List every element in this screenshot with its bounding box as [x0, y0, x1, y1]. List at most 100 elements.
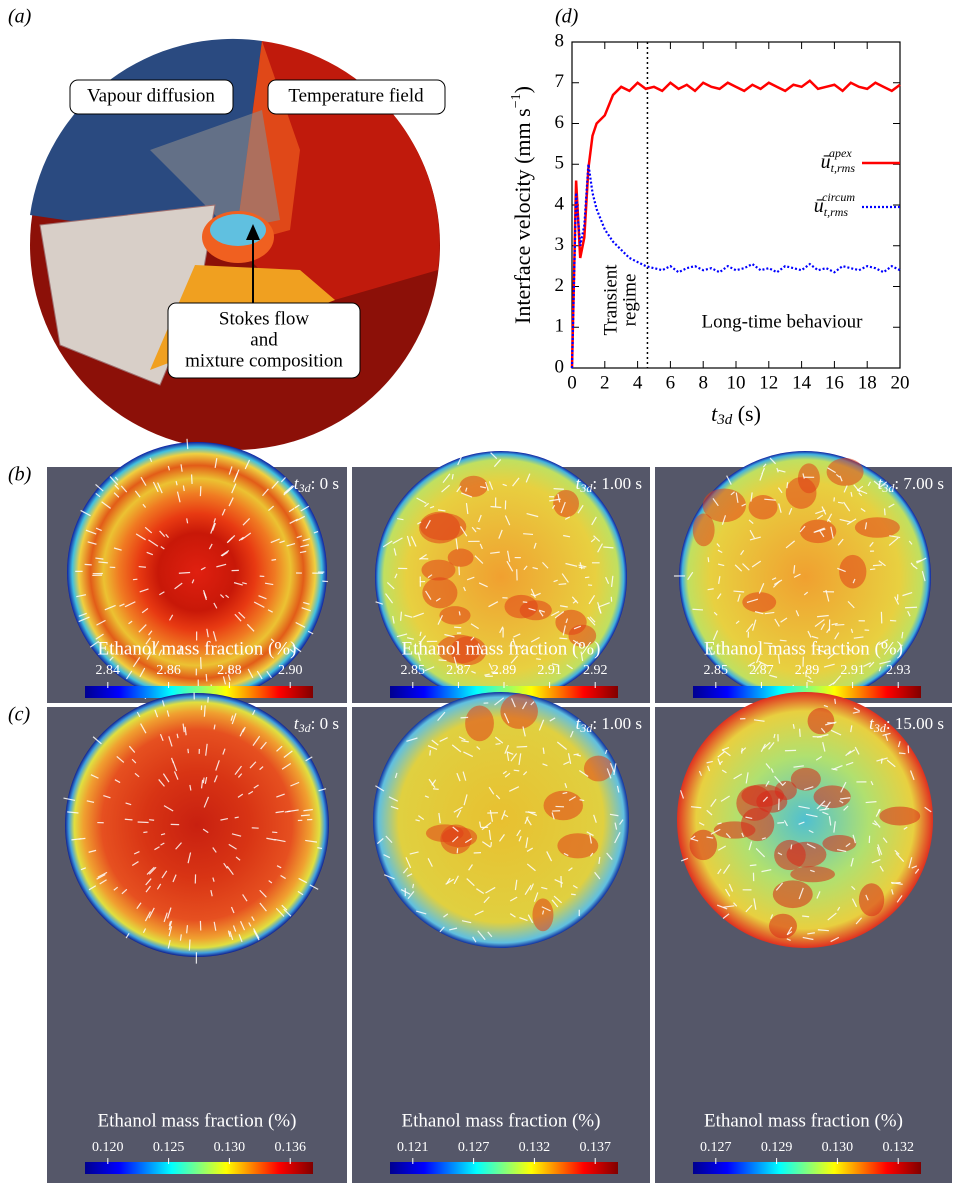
velocity-arrow	[385, 835, 393, 844]
velocity-arrow	[542, 747, 545, 754]
velocity-arrow	[170, 757, 175, 764]
velocity-arrow	[442, 473, 451, 484]
velocity-arrow	[494, 736, 504, 744]
colorbar-tick-label: 0.136	[274, 1140, 306, 1155]
velocity-arrow	[227, 537, 233, 543]
velocity-arrow	[717, 751, 725, 758]
velocity-arrow	[716, 904, 728, 910]
colorbar-tick-label: 2.87	[749, 663, 774, 678]
velocity-arrow	[188, 939, 191, 951]
time-value: : 0 s	[311, 714, 339, 733]
velocity-arrow	[457, 454, 463, 466]
velocity-arrow	[558, 583, 567, 586]
velocity-arrow	[163, 912, 168, 923]
velocity-arrow	[274, 838, 286, 843]
velocity-arrow	[793, 565, 796, 574]
velocity-arrow	[67, 811, 79, 814]
colorbar-title: Ethanol mass fraction (%)	[98, 638, 297, 659]
velocity-arrow	[481, 822, 492, 831]
velocity-arrow	[570, 893, 576, 896]
velocity-arrow	[397, 517, 404, 521]
velocity-arrow	[301, 607, 311, 612]
velocity-arrow	[894, 849, 900, 855]
x-axis-title-sub: 3d	[716, 412, 733, 428]
velocity-arrow	[200, 566, 206, 571]
velocity-arrow	[698, 822, 705, 826]
velocity-arrow	[816, 891, 821, 899]
velocity-arrow	[441, 484, 451, 493]
velocity-arrow	[186, 925, 189, 934]
colorbar-tick-label: 2.89	[795, 663, 820, 678]
colorbar-tick-label: 0.132	[882, 1140, 914, 1155]
velocity-arrow	[96, 619, 106, 626]
velocity-arrow	[762, 463, 767, 468]
x-tick-label: 6	[666, 372, 676, 393]
velocity-arrow	[146, 866, 155, 875]
concentration-patch	[742, 592, 777, 613]
velocity-arrow	[419, 631, 422, 637]
velocity-arrow	[549, 717, 556, 722]
arrow-head	[246, 224, 260, 240]
concentration-patch	[854, 517, 900, 538]
velocity-arrow	[717, 563, 725, 567]
velocity-arrow	[577, 504, 584, 514]
velocity-arrow	[280, 875, 286, 880]
velocity-arrow	[526, 863, 536, 872]
velocity-arrow	[172, 874, 177, 883]
droplet-surface	[67, 442, 327, 702]
velocity-arrow	[376, 837, 384, 845]
velocity-arrow	[749, 864, 757, 867]
velocity-arrow	[443, 913, 449, 918]
velocity-arrow	[187, 852, 192, 864]
velocity-arrow	[710, 828, 721, 835]
velocity-arrow	[485, 886, 496, 894]
velocity-arrow	[516, 745, 528, 748]
time-value: : 15.00 s	[886, 714, 944, 733]
velocity-arrow	[765, 780, 770, 787]
concentration-patch	[465, 705, 494, 742]
velocity-arrow	[490, 452, 498, 460]
velocity-arrow	[402, 867, 409, 874]
velocity-arrow	[525, 817, 532, 826]
velocity-arrow	[184, 726, 187, 736]
velocity-arrow	[225, 594, 230, 599]
colorbar-tick-label: 0.121	[397, 1140, 429, 1155]
velocity-arrow	[465, 487, 468, 492]
velocity-arrow	[803, 591, 809, 596]
velocity-arrow	[871, 858, 881, 864]
velocity-arrow	[180, 464, 183, 472]
velocity-arrow	[597, 602, 602, 614]
velocity-arrow	[508, 786, 520, 792]
velocity-arrow	[212, 847, 217, 853]
velocity-arrow	[157, 482, 163, 494]
velocity-arrow	[717, 758, 721, 766]
velocity-arrow	[827, 518, 832, 523]
velocity-arrow	[707, 765, 711, 772]
velocity-arrow	[487, 931, 493, 938]
velocity-arrow	[427, 858, 433, 867]
velocity-arrow	[533, 892, 539, 902]
velocity-arrow	[586, 831, 594, 837]
velocity-arrow	[149, 819, 155, 821]
colorbar	[85, 1162, 313, 1174]
velocity-arrow	[166, 907, 172, 919]
velocity-arrow	[174, 582, 183, 590]
velocity-arrow	[417, 521, 422, 525]
velocity-arrow	[152, 481, 159, 493]
velocity-arrow	[909, 770, 915, 781]
velocity-arrow	[300, 814, 310, 817]
velocity-arrow	[840, 781, 847, 793]
velocity-arrow	[891, 881, 901, 884]
velocity-arrow	[559, 605, 568, 608]
velocity-arrow	[499, 626, 504, 634]
velocity-arrow	[568, 867, 573, 872]
velocity-arrow	[896, 895, 903, 903]
velocity-arrow	[745, 816, 753, 820]
velocity-arrow	[680, 857, 689, 862]
velocity-arrow	[737, 594, 741, 602]
time-symbol: t	[294, 474, 300, 493]
velocity-arrow	[913, 565, 918, 570]
concentration-patch	[689, 829, 718, 861]
y-tick-label: 1	[555, 316, 565, 337]
